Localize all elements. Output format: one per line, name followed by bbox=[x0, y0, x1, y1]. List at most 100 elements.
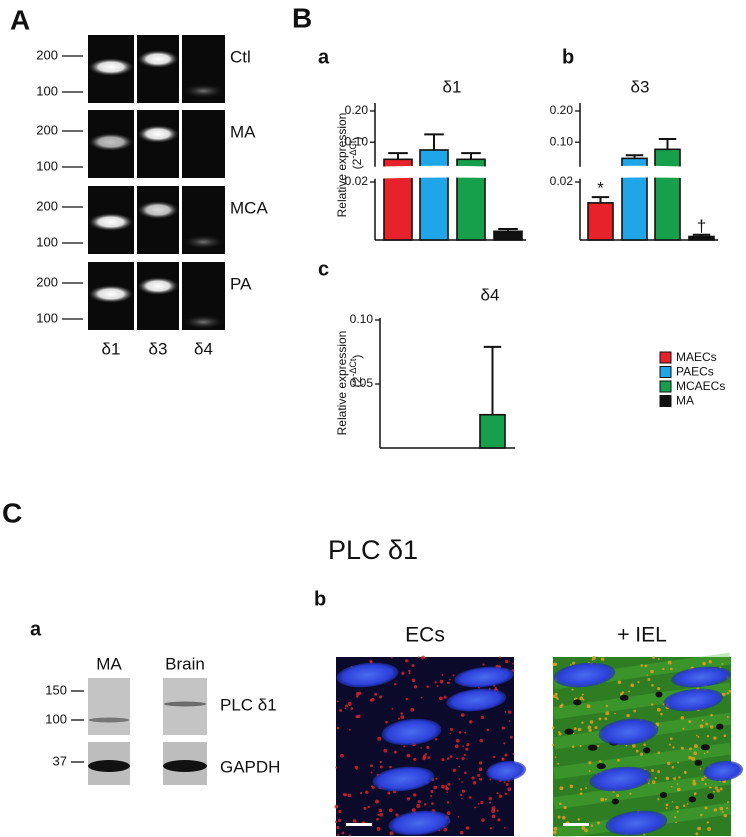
puncta bbox=[557, 815, 561, 819]
puncta bbox=[665, 776, 670, 781]
gel-band bbox=[137, 277, 179, 295]
y-axis-unit-part: -ΔCt bbox=[348, 140, 358, 159]
nucleus bbox=[336, 662, 399, 688]
puncta bbox=[385, 720, 388, 724]
hole bbox=[596, 763, 606, 770]
puncta bbox=[682, 804, 686, 808]
puncta bbox=[452, 768, 457, 772]
puncta bbox=[388, 808, 393, 813]
puncta bbox=[665, 803, 669, 807]
y-axis-unit-part: ) bbox=[350, 355, 364, 359]
puncta bbox=[482, 663, 485, 666]
puncta bbox=[434, 738, 438, 741]
y-axis-unit-part: (2 bbox=[350, 158, 364, 169]
puncta bbox=[660, 712, 663, 716]
puncta bbox=[410, 707, 415, 712]
puncta bbox=[666, 761, 671, 766]
puncta bbox=[449, 678, 451, 681]
puncta bbox=[643, 743, 646, 747]
hole bbox=[716, 723, 724, 730]
bar bbox=[419, 149, 449, 241]
puncta bbox=[647, 678, 651, 682]
puncta bbox=[581, 826, 586, 830]
puncta bbox=[337, 833, 340, 836]
puncta bbox=[417, 799, 421, 804]
puncta bbox=[426, 685, 429, 688]
hole bbox=[611, 798, 620, 805]
puncta bbox=[560, 703, 564, 707]
puncta bbox=[350, 707, 353, 710]
puncta bbox=[654, 777, 657, 780]
puncta bbox=[710, 786, 713, 789]
puncta bbox=[615, 793, 620, 798]
gel-band bbox=[182, 315, 225, 329]
marker-label: 150 bbox=[45, 682, 67, 697]
puncta bbox=[597, 821, 601, 825]
puncta bbox=[379, 695, 383, 699]
puncta bbox=[401, 671, 405, 675]
puncta bbox=[435, 777, 438, 780]
panel-letter: b bbox=[562, 46, 574, 68]
puncta bbox=[591, 658, 594, 661]
hole bbox=[688, 796, 697, 803]
puncta bbox=[403, 745, 406, 748]
nucleus bbox=[381, 718, 442, 746]
puncta bbox=[582, 698, 585, 701]
puncta bbox=[605, 711, 610, 716]
puncta bbox=[504, 753, 508, 757]
marker-label: 200 bbox=[36, 274, 58, 289]
puncta bbox=[678, 776, 681, 779]
puncta bbox=[460, 713, 465, 717]
puncta bbox=[728, 689, 732, 693]
y-axis-unit: (2-ΔCt) bbox=[348, 137, 364, 170]
hole bbox=[694, 759, 703, 766]
y-tick-label: 0.20 bbox=[345, 103, 369, 117]
puncta bbox=[589, 720, 594, 724]
puncta bbox=[365, 790, 369, 794]
puncta bbox=[509, 735, 513, 739]
puncta bbox=[586, 704, 591, 709]
puncta bbox=[657, 751, 661, 755]
puncta bbox=[614, 712, 616, 715]
puncta bbox=[461, 757, 465, 761]
puncta bbox=[704, 783, 707, 786]
puncta bbox=[461, 797, 463, 800]
y-tick-label: 0.05 bbox=[350, 376, 374, 390]
puncta bbox=[488, 796, 492, 801]
chart-title: δ1 bbox=[443, 77, 462, 96]
puncta bbox=[486, 728, 490, 732]
puncta bbox=[693, 744, 698, 749]
gel-lane bbox=[137, 186, 179, 254]
puncta bbox=[673, 777, 677, 781]
puncta bbox=[458, 731, 462, 734]
puncta bbox=[552, 830, 557, 835]
puncta bbox=[465, 826, 470, 830]
puncta bbox=[491, 814, 496, 819]
marker-label: 200 bbox=[36, 122, 58, 137]
nucleus bbox=[446, 688, 507, 712]
puncta bbox=[378, 808, 383, 813]
puncta bbox=[674, 816, 677, 819]
puncta bbox=[335, 766, 338, 769]
y-tick-label: 0.10 bbox=[350, 312, 374, 326]
y-axis-label: Relative expression bbox=[335, 331, 349, 436]
scale-bar bbox=[346, 823, 372, 826]
marker-label: 100 bbox=[36, 310, 58, 325]
gel-band bbox=[182, 235, 225, 249]
puncta bbox=[359, 791, 363, 795]
gel-band bbox=[137, 50, 179, 68]
puncta bbox=[421, 655, 425, 660]
gel-band bbox=[137, 201, 179, 219]
puncta bbox=[559, 802, 562, 806]
puncta bbox=[650, 669, 654, 674]
gel-band bbox=[88, 133, 134, 151]
puncta bbox=[569, 784, 574, 789]
puncta bbox=[413, 757, 417, 761]
puncta bbox=[446, 811, 451, 816]
axis-break bbox=[367, 165, 526, 179]
puncta bbox=[354, 765, 359, 770]
puncta bbox=[374, 799, 379, 804]
puncta bbox=[598, 717, 602, 721]
y-axis-unit-part: (2 bbox=[350, 376, 364, 387]
